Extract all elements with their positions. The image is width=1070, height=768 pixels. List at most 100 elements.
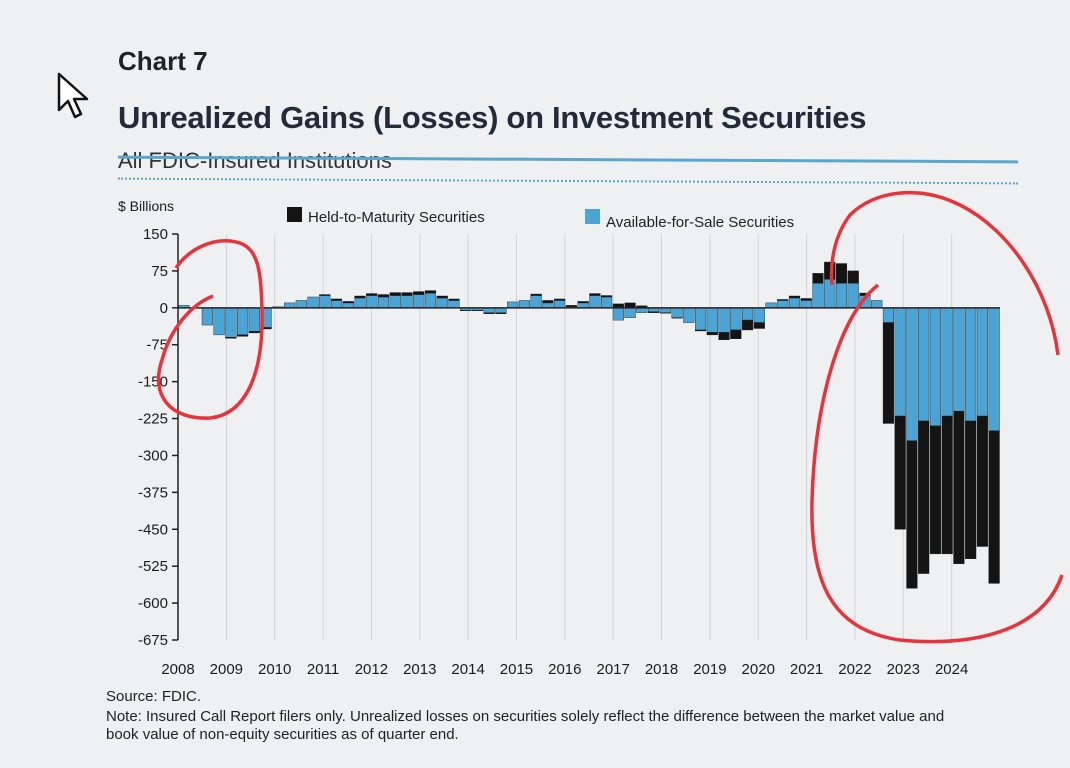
bar-afs: [401, 295, 413, 309]
bar-afs: [248, 307, 260, 332]
bar-afs: [307, 296, 319, 309]
legend-swatch-afs: [585, 209, 600, 224]
bar-htm: [330, 298, 343, 301]
bar-afs: [671, 307, 683, 318]
y-axis-unit: $ Billions: [118, 198, 174, 214]
bar-afs: [988, 307, 1000, 432]
bar-afs: [941, 307, 953, 417]
bar-htm: [718, 332, 730, 341]
bar-afs: [530, 295, 542, 309]
bar-afs: [835, 283, 848, 309]
bar-afs: [694, 307, 707, 331]
annotations: [156, 190, 1064, 644]
bar-afs: [683, 307, 695, 323]
bar-afs: [706, 307, 718, 333]
bar-afs: [965, 307, 977, 422]
bar-htm: [483, 312, 495, 314]
bar-afs: [237, 307, 249, 336]
x-tick-label: 2013: [403, 661, 436, 678]
bar-afs: [389, 295, 401, 309]
x-tick-label: 2016: [548, 661, 581, 678]
bar-htm: [648, 311, 660, 313]
x-tick-label: 2009: [210, 661, 243, 678]
bar-afs: [554, 300, 566, 309]
bar-htm: [988, 430, 1000, 584]
bar-afs: [906, 307, 918, 441]
bar-htm: [741, 319, 754, 331]
bar-htm: [824, 261, 836, 280]
bar-htm: [237, 334, 249, 337]
y-tick-label: -525: [138, 558, 168, 575]
x-tick-label: 2011: [307, 661, 339, 678]
x-tick-label: 2017: [596, 661, 629, 678]
legend-label-htm: Held-to-Maturity Securities: [308, 209, 485, 226]
chart-number: Chart 7: [118, 46, 208, 76]
bar-htm: [565, 305, 577, 308]
bar-htm: [694, 329, 707, 332]
bar-afs: [741, 307, 754, 321]
bar-htm: [800, 298, 812, 301]
annotation-circle-2022: [810, 190, 1064, 644]
bar-htm: [460, 310, 472, 311]
bar-afs: [718, 307, 730, 333]
bar-htm: [906, 440, 918, 589]
source-note: Source: FDIC.: [106, 688, 202, 705]
x-tick-label: 2008: [161, 661, 194, 678]
bar-afs: [918, 307, 930, 422]
bar-htm: [777, 299, 789, 301]
bar-afs: [847, 283, 859, 309]
bar-htm: [601, 295, 613, 298]
axes: [172, 233, 1000, 641]
bar-afs: [201, 307, 213, 326]
y-tick-label: -375: [138, 484, 168, 501]
bar-afs: [777, 300, 789, 309]
bar-htm: [659, 312, 671, 314]
footnote: Note: Insured Call Report filers only. U…: [106, 708, 945, 743]
bar-afs: [894, 307, 906, 417]
bar-afs: [730, 307, 742, 331]
bar-afs: [753, 307, 765, 323]
x-tick-label: 2020: [742, 661, 775, 678]
bar-htm: [542, 300, 554, 304]
bar-afs: [319, 295, 331, 309]
x-tick-label: 2023: [887, 661, 920, 678]
bar-htm: [929, 425, 941, 555]
x-tick-label: 2014: [451, 661, 484, 678]
bar-htm: [366, 293, 378, 296]
bar-htm: [554, 298, 566, 301]
y-tick-label: -675: [138, 632, 168, 649]
bar-htm: [918, 420, 930, 574]
bar-htm: [448, 298, 460, 301]
x-tick-label: 2019: [693, 661, 726, 678]
bar-htm: [471, 310, 484, 311]
y-tick-label: -75: [146, 337, 168, 354]
bar-afs: [871, 300, 883, 309]
bar-afs: [225, 307, 237, 338]
bar-afs: [812, 283, 824, 309]
y-tick-label: 0: [160, 300, 168, 317]
bar-htm: [788, 295, 801, 299]
x-tick-label: 2022: [838, 661, 871, 678]
x-tick-label: 2024: [935, 661, 968, 678]
x-tick-label: 2015: [500, 661, 533, 678]
bar-htm: [882, 322, 895, 424]
bar-htm: [835, 263, 848, 284]
bar-htm: [706, 332, 718, 336]
y-tick-label: -450: [138, 521, 168, 538]
bar-htm: [976, 415, 988, 547]
y-tick-label: 150: [143, 226, 168, 243]
bar-afs: [507, 301, 519, 309]
y-tick-labels: 150 75 0 -75 -150 -225 -300 -375 -450 -525 -600 -67…: [138, 226, 168, 649]
bar-afs: [448, 300, 460, 309]
bar-htm: [354, 295, 366, 299]
bar-htm: [413, 291, 425, 295]
bar-htm: [319, 294, 331, 296]
chart-subtitle: All FDIC-Insured Institutions: [118, 148, 392, 173]
bar-htm: [342, 301, 354, 304]
bar-htm: [424, 290, 437, 294]
bar-htm: [894, 415, 906, 530]
bar-afs: [366, 295, 378, 309]
bars: [178, 261, 1000, 589]
y-tick-label: -225: [138, 411, 168, 428]
